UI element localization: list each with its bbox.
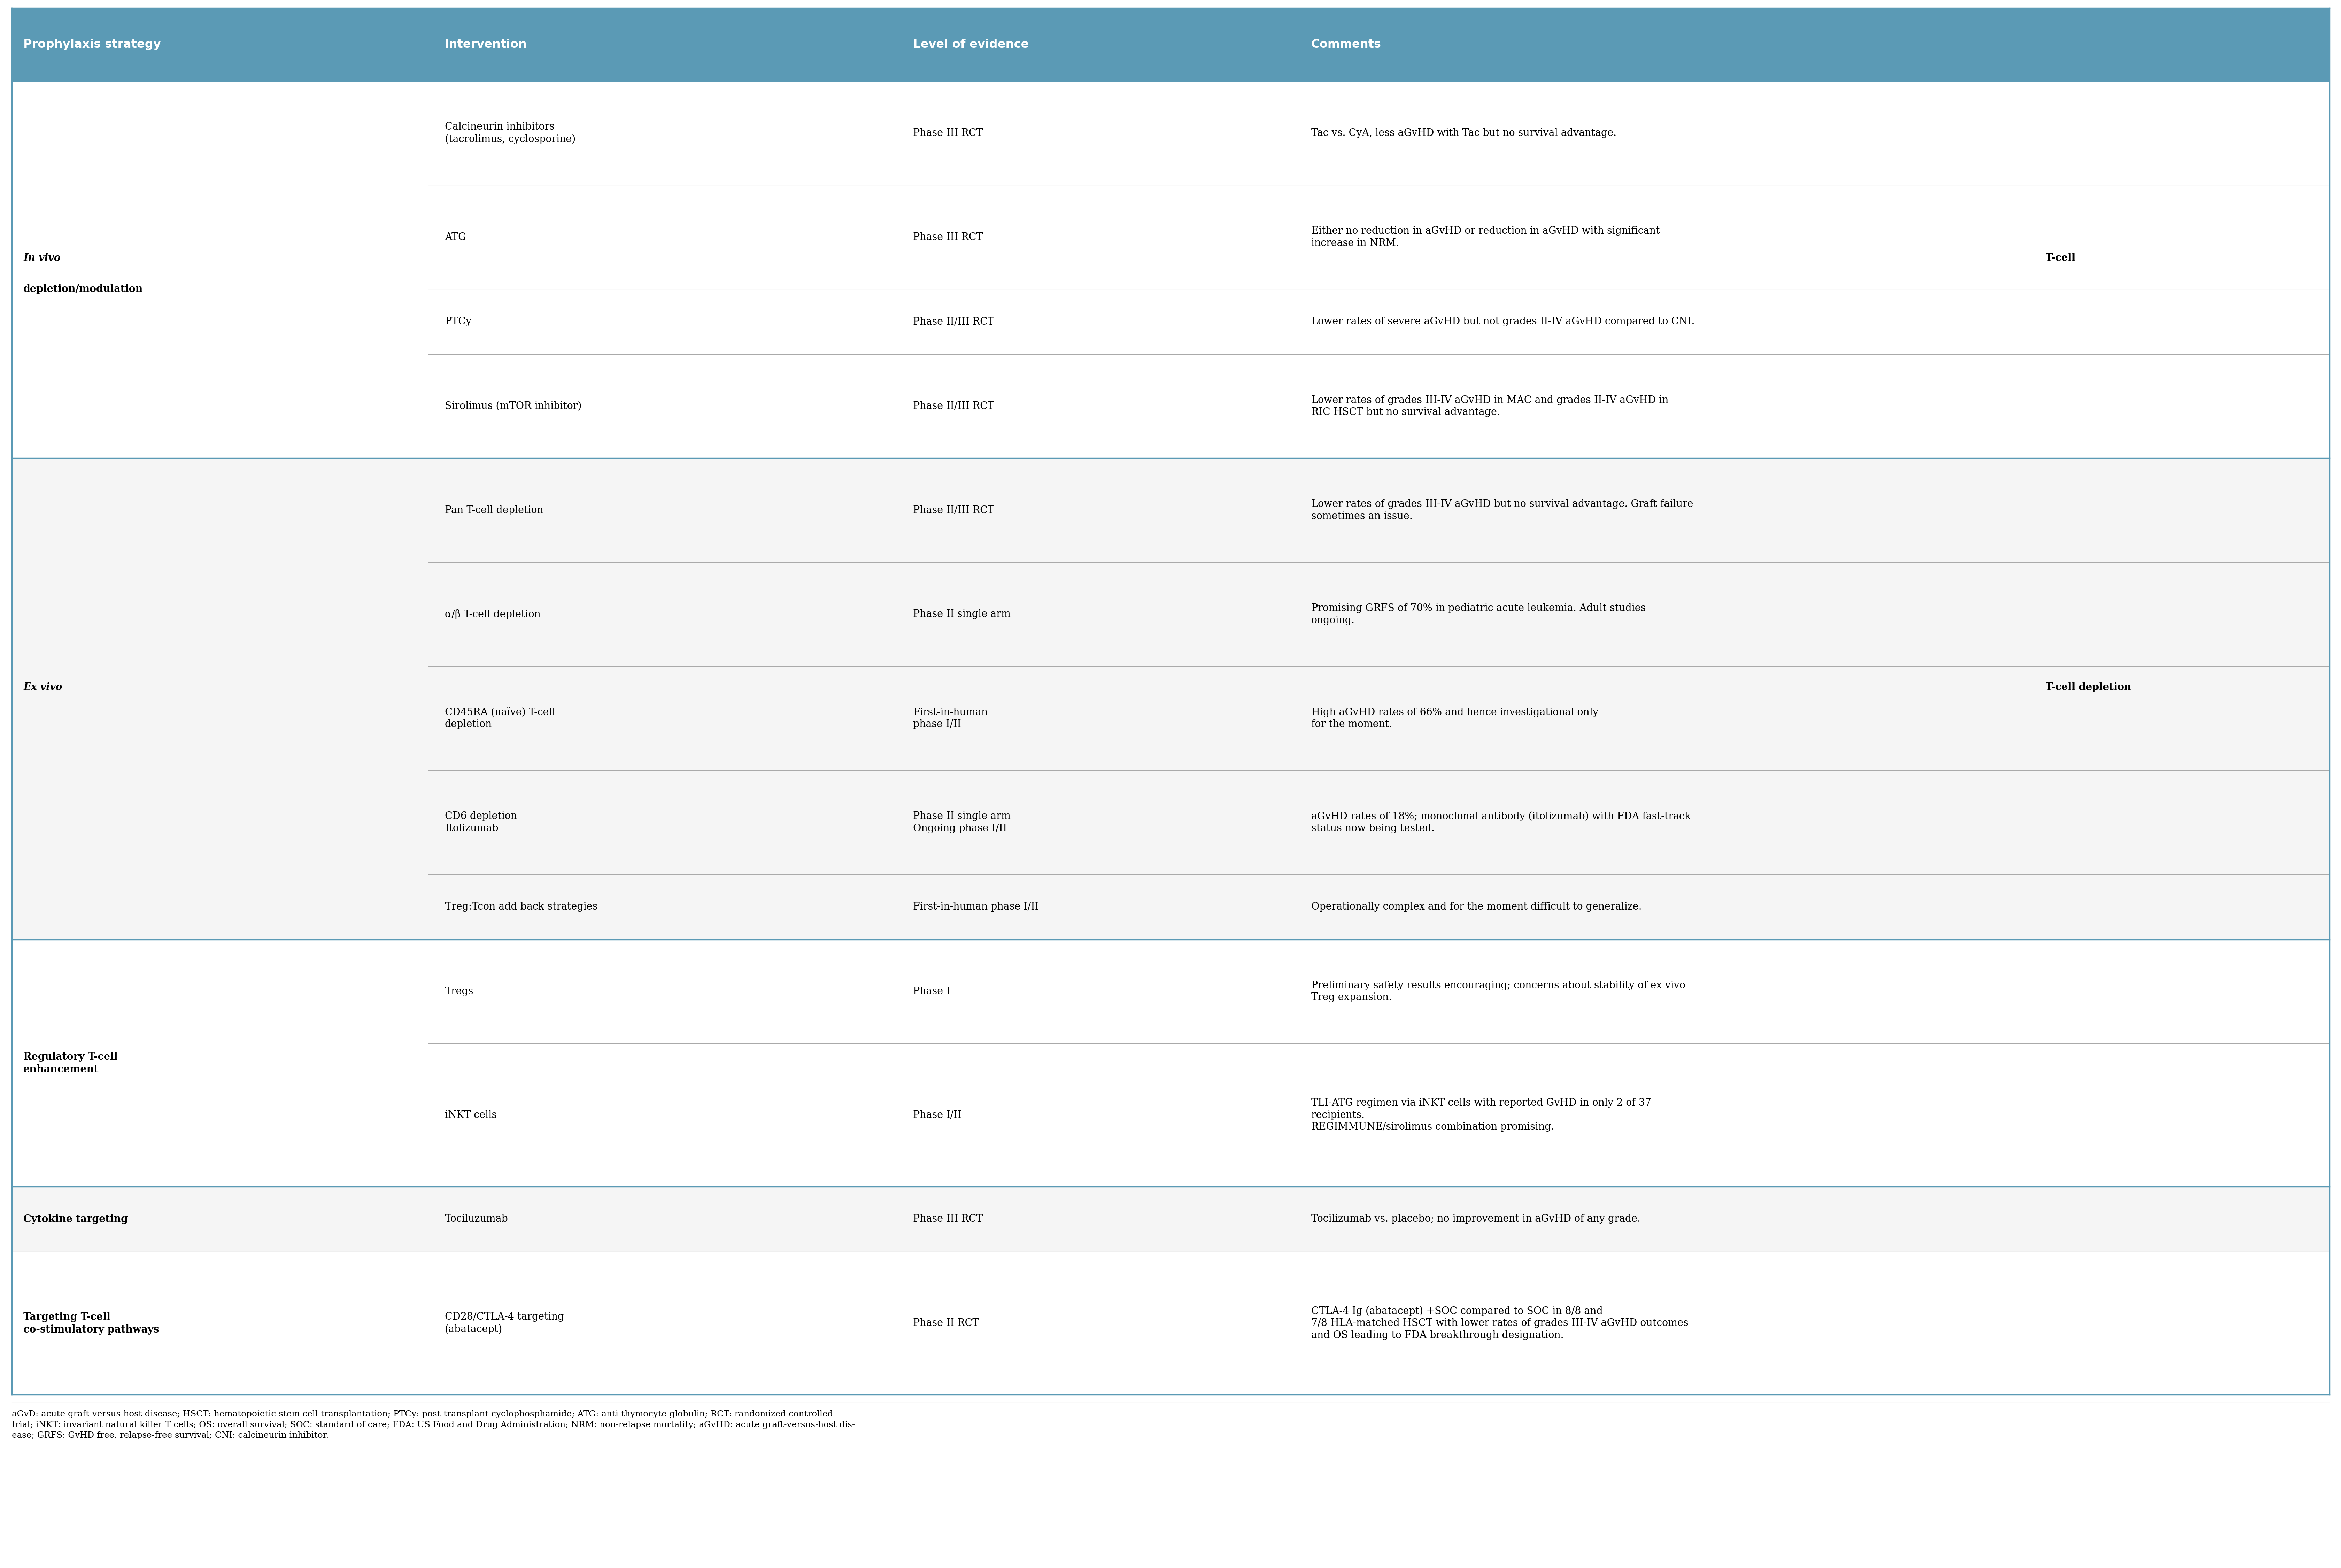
Text: Intervention: Intervention — [445, 39, 527, 50]
Text: Regulatory T-cell
enhancement: Regulatory T-cell enhancement — [23, 1052, 117, 1074]
Text: First-in-human phase I/II: First-in-human phase I/II — [913, 902, 1039, 911]
Text: Level of evidence: Level of evidence — [913, 39, 1028, 50]
Text: Cytokine targeting: Cytokine targeting — [23, 1214, 129, 1225]
Text: aGvHD rates of 18%; monoclonal antibody (itolizumab) with FDA fast-track
status : aGvHD rates of 18%; monoclonal antibody … — [1311, 811, 1690, 834]
FancyBboxPatch shape — [12, 82, 2329, 458]
Text: CD6 depletion
Itolizumab: CD6 depletion Itolizumab — [445, 812, 517, 833]
Text: Phase II/III RCT: Phase II/III RCT — [913, 317, 995, 326]
Text: Operationally complex and for the moment difficult to generalize.: Operationally complex and for the moment… — [1311, 902, 1641, 911]
Text: Tregs: Tregs — [445, 986, 473, 996]
Text: Phase III RCT: Phase III RCT — [913, 129, 983, 138]
FancyBboxPatch shape — [12, 1187, 2329, 1251]
Text: Phase I/II: Phase I/II — [913, 1110, 962, 1120]
Text: iNKT cells: iNKT cells — [445, 1110, 496, 1120]
Text: Phase II single arm
Ongoing phase I/II: Phase II single arm Ongoing phase I/II — [913, 812, 1011, 833]
Text: CTLA-4 Ig (abatacept) +SOC compared to SOC in 8/8 and
7/8 HLA-matched HSCT with : CTLA-4 Ig (abatacept) +SOC compared to S… — [1311, 1306, 1688, 1341]
Text: Phase II/III RCT: Phase II/III RCT — [913, 505, 995, 516]
Text: Prophylaxis strategy: Prophylaxis strategy — [23, 39, 162, 50]
Text: CD28/CTLA-4 targeting
(abatacept): CD28/CTLA-4 targeting (abatacept) — [445, 1312, 564, 1334]
FancyBboxPatch shape — [12, 458, 2329, 939]
Text: ATG: ATG — [445, 232, 466, 241]
Text: In vivo: In vivo — [23, 252, 61, 263]
FancyBboxPatch shape — [12, 939, 2329, 1187]
Text: Preliminary safety results encouraging; concerns about stability of ex vivo
Treg: Preliminary safety results encouraging; … — [1311, 980, 1686, 1002]
Text: PTCy: PTCy — [445, 317, 471, 326]
Text: Calcineurin inhibitors
(tacrolimus, cyclosporine): Calcineurin inhibitors (tacrolimus, cycl… — [445, 122, 576, 144]
Text: First-in-human
phase I/II: First-in-human phase I/II — [913, 707, 988, 729]
FancyBboxPatch shape — [12, 8, 2329, 82]
FancyBboxPatch shape — [12, 1251, 2329, 1394]
Text: TLI-ATG regimen via iNKT cells with reported GvHD in only 2 of 37
recipients.
RE: TLI-ATG regimen via iNKT cells with repo… — [1311, 1098, 1650, 1132]
Text: aGvD: acute graft-versus-host disease; HSCT: hematopoietic stem cell transplanta: aGvD: acute graft-versus-host disease; H… — [12, 1410, 854, 1439]
Text: T-cell: T-cell — [2041, 252, 2074, 263]
Text: Ex vivo: Ex vivo — [23, 682, 63, 691]
Text: Phase III RCT: Phase III RCT — [913, 1214, 983, 1225]
Text: Either no reduction in aGvHD or reduction in aGvHD with significant
increase in : Either no reduction in aGvHD or reductio… — [1311, 226, 1660, 248]
Text: Tocilizumab vs. placebo; no improvement in aGvHD of any grade.: Tocilizumab vs. placebo; no improvement … — [1311, 1214, 1641, 1225]
Text: CD45RA (naïve) T-cell
depletion: CD45RA (naïve) T-cell depletion — [445, 707, 555, 729]
Text: Phase II single arm: Phase II single arm — [913, 610, 1011, 619]
Text: Treg:Tcon add back strategies: Treg:Tcon add back strategies — [445, 902, 597, 911]
Text: Tac vs. CyA, less aGvHD with Tac but no survival advantage.: Tac vs. CyA, less aGvHD with Tac but no … — [1311, 129, 1615, 138]
Text: Phase III RCT: Phase III RCT — [913, 232, 983, 241]
Text: Tociluzumab: Tociluzumab — [445, 1214, 508, 1225]
Text: Comments: Comments — [1311, 39, 1381, 50]
Text: Promising GRFS of 70% in pediatric acute leukemia. Adult studies
ongoing.: Promising GRFS of 70% in pediatric acute… — [1311, 604, 1646, 626]
Text: Sirolimus (mTOR inhibitor): Sirolimus (mTOR inhibitor) — [445, 401, 581, 411]
Text: Pan T-cell depletion: Pan T-cell depletion — [445, 505, 543, 516]
Text: Phase II/III RCT: Phase II/III RCT — [913, 401, 995, 411]
Text: High aGvHD rates of 66% and hence investigational only
for the moment.: High aGvHD rates of 66% and hence invest… — [1311, 707, 1599, 729]
Text: Lower rates of grades III-IV aGvHD in MAC and grades II-IV aGvHD in
RIC HSCT but: Lower rates of grades III-IV aGvHD in MA… — [1311, 395, 1669, 417]
Text: T-cell depletion: T-cell depletion — [2041, 682, 2130, 691]
Text: Lower rates of severe aGvHD but not grades II-IV aGvHD compared to CNI.: Lower rates of severe aGvHD but not grad… — [1311, 317, 1695, 326]
Text: α/β T-cell depletion: α/β T-cell depletion — [445, 610, 541, 619]
Text: Phase II RCT: Phase II RCT — [913, 1319, 979, 1328]
Text: Lower rates of grades III-IV aGvHD but no survival advantage. Graft failure
some: Lower rates of grades III-IV aGvHD but n… — [1311, 499, 1693, 521]
Text: Phase I: Phase I — [913, 986, 950, 996]
Text: Targeting T-cell
co-stimulatory pathways: Targeting T-cell co-stimulatory pathways — [23, 1312, 159, 1334]
Text: depletion/modulation: depletion/modulation — [23, 284, 143, 295]
